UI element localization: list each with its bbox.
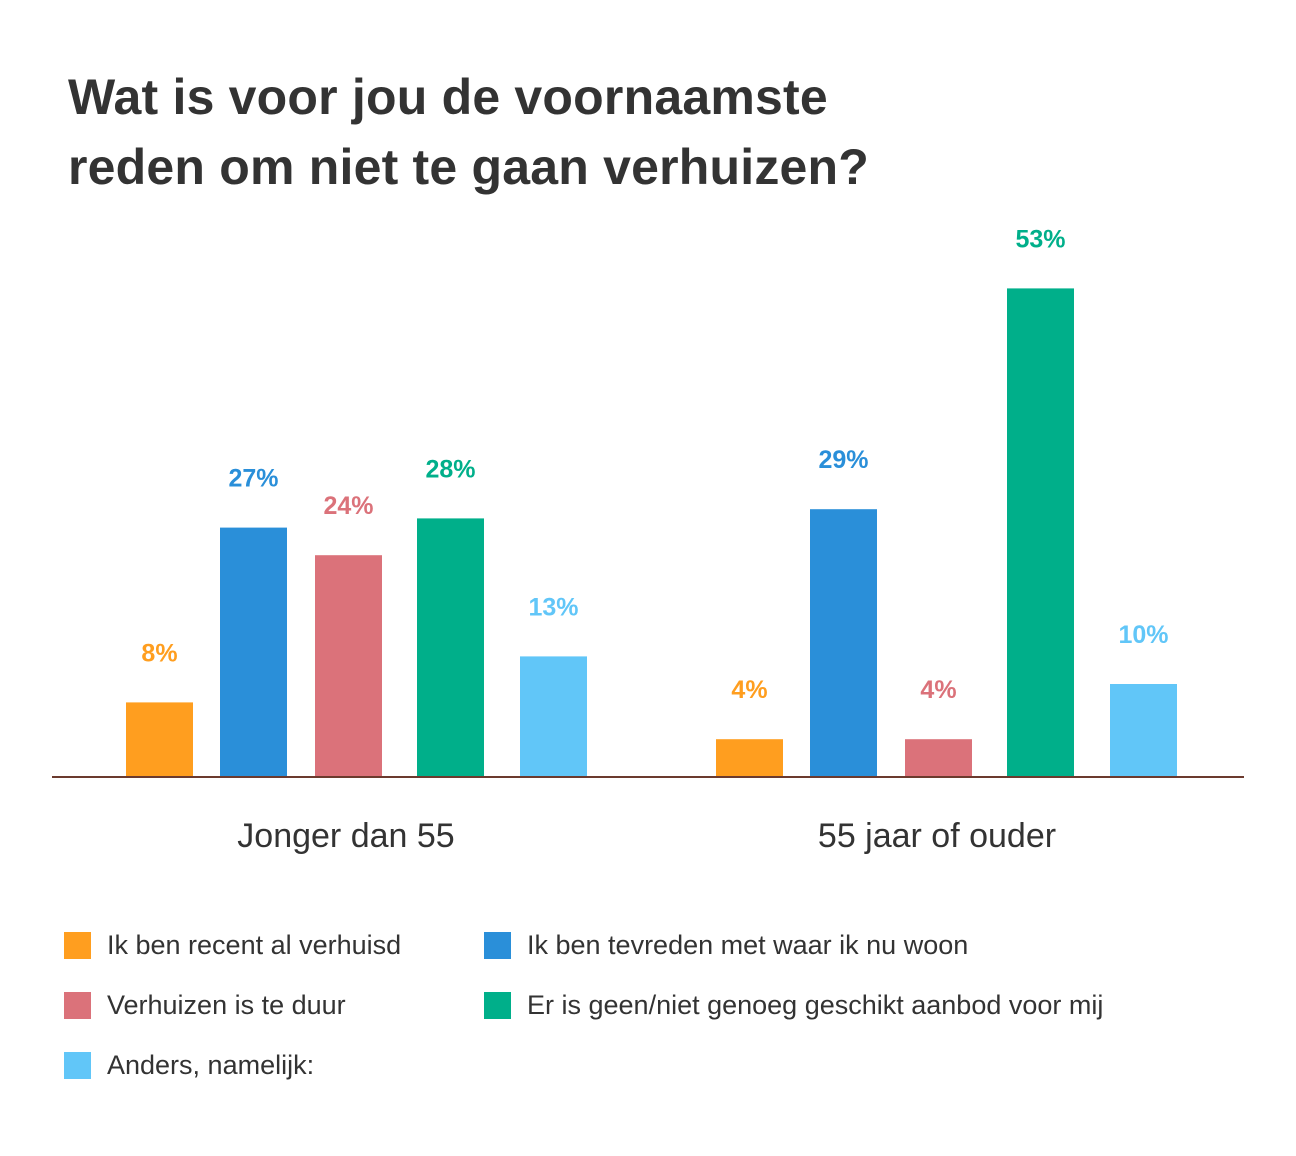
bar-tevreden-jonger xyxy=(220,527,287,776)
chart-title: Wat is voor jou de voornaamste reden om … xyxy=(68,62,1068,202)
bar-aanbod-jonger xyxy=(417,518,484,776)
legend-item-anders: Anders, namelijk: xyxy=(64,1050,314,1081)
legend-swatch-aanbod xyxy=(484,992,511,1019)
legend-label-tevreden: Ik ben tevreden met waar ik nu woon xyxy=(527,930,969,960)
legend-label-aanbod: Er is geen/niet genoeg geschikt aanbod v… xyxy=(527,990,1104,1020)
legend-label-anders: Anders, namelijk: xyxy=(107,1050,315,1080)
legend-swatch-recent xyxy=(64,932,91,959)
bar-recent-ouder xyxy=(716,739,783,776)
data-label-aanbod-ouder: 53% xyxy=(1015,225,1065,253)
category-label-ouder: 55 jaar of ouder xyxy=(818,817,1056,855)
category-label-jonger: Jonger dan 55 xyxy=(237,817,454,855)
legend-item-aanbod: Er is geen/niet genoeg geschikt aanbod v… xyxy=(484,990,1103,1021)
data-label-duur-ouder: 4% xyxy=(920,676,956,704)
bar-chart: 8% 4% 27% 29% 24% 4% 28% 53% 13% 10% Jonger dan 55… xyxy=(52,225,1244,855)
data-label-duur-jonger: 24% xyxy=(323,492,373,520)
bar-recent-jonger xyxy=(126,702,193,776)
data-label-tevreden-ouder: 29% xyxy=(818,446,868,474)
legend-label-recent: Ik ben recent al verhuisd xyxy=(107,930,402,960)
data-label-anders-jonger: 13% xyxy=(528,593,578,621)
chart-title-line-1: Wat is voor jou de voornaamste xyxy=(68,69,828,125)
legend-swatch-anders xyxy=(64,1052,91,1079)
bar-duur-jonger xyxy=(315,555,382,776)
chart-title-line-2: reden om niet te gaan verhuizen? xyxy=(68,139,870,195)
bar-anders-ouder xyxy=(1110,684,1177,776)
legend-item-duur: Verhuizen is te duur xyxy=(64,990,346,1021)
legend-swatch-tevreden xyxy=(484,932,511,959)
data-label-tevreden-jonger: 27% xyxy=(228,465,278,493)
data-label-anders-ouder: 10% xyxy=(1118,621,1168,649)
bar-tevreden-ouder xyxy=(810,509,877,776)
legend-item-tevreden: Ik ben tevreden met waar ik nu woon xyxy=(484,930,968,961)
legend-swatch-duur xyxy=(64,992,91,1019)
legend-item-recent: Ik ben recent al verhuisd xyxy=(64,930,401,961)
data-label-aanbod-jonger: 28% xyxy=(425,455,475,483)
legend-label-duur: Verhuizen is te duur xyxy=(107,990,346,1020)
data-label-recent-jonger: 8% xyxy=(141,639,177,667)
data-label-recent-ouder: 4% xyxy=(731,676,767,704)
bar-anders-jonger xyxy=(520,656,587,776)
bar-aanbod-ouder xyxy=(1007,288,1074,776)
bar-duur-ouder xyxy=(905,739,972,776)
